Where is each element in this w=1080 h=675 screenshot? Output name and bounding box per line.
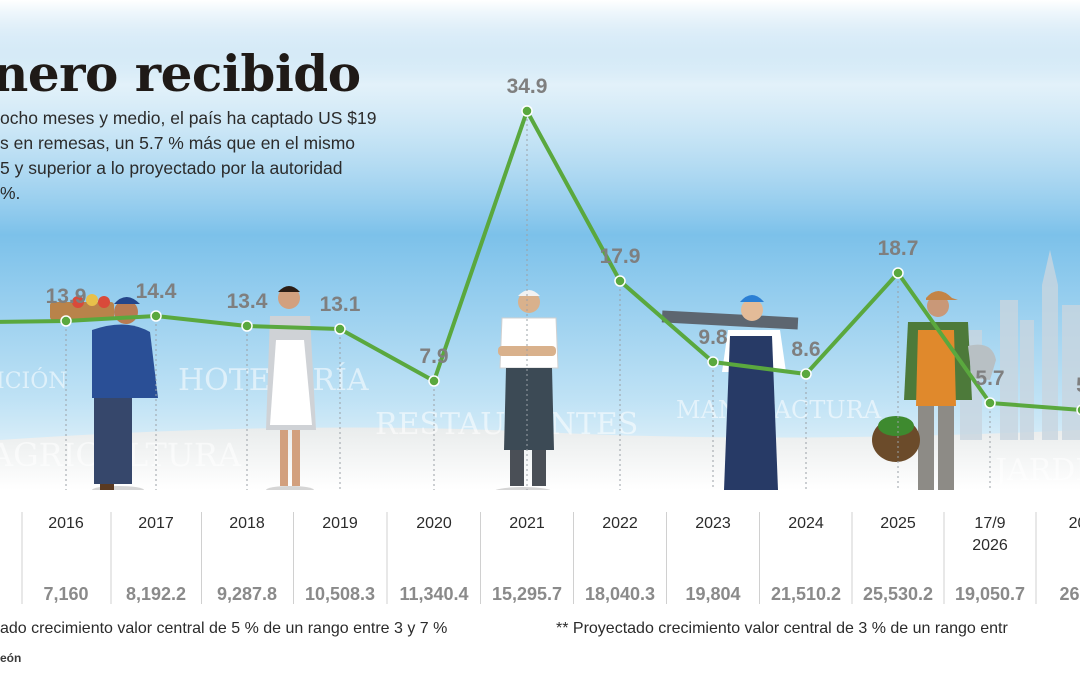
intro-line: ocho meses y medio, el país ha captado U…	[0, 108, 377, 128]
data-point	[614, 275, 626, 287]
page-title: nero recibido	[0, 44, 361, 103]
data-point	[892, 267, 904, 279]
x-tick-label: 202	[1069, 515, 1080, 532]
data-point	[521, 105, 533, 117]
x-tick-label: 2023	[695, 515, 731, 532]
value-label: 9.8	[698, 326, 728, 349]
bg-word-jardineria: JARDINE	[992, 453, 1080, 488]
intro-text: ocho meses y medio, el país ha captado U…	[0, 106, 460, 206]
total-label: 25,530.2	[863, 584, 933, 604]
x-tick-label: 2017	[138, 515, 174, 532]
worker-figures	[50, 286, 996, 503]
intro-line: s en remesas, un 5.7 % más que en el mis…	[0, 133, 356, 153]
data-point	[800, 368, 812, 380]
data-point	[334, 323, 346, 335]
manufacturing-worker-icon	[661, 295, 799, 501]
x-tick-label: 2020	[416, 515, 452, 532]
intro-line: 5 y superior a lo proyectado por la auto…	[0, 158, 343, 178]
total-label: 18,040.3	[585, 584, 655, 604]
value-label: 34.9	[507, 75, 548, 98]
value-label: 17.9	[600, 245, 641, 268]
total-label: 7,160	[43, 584, 88, 604]
data-point	[984, 397, 996, 409]
x-tick-label: 2021	[509, 515, 545, 532]
total-label: 9,287.8	[217, 584, 277, 604]
total-label: 15,295.7	[492, 584, 562, 604]
value-label: 13.9	[46, 285, 87, 308]
total-label: 21,510.2	[771, 584, 841, 604]
footnote-right: ** Proyectado crecimiento valor central …	[556, 620, 1008, 637]
total-label: 19,050.7	[955, 584, 1025, 604]
x-tick-label: 2016	[48, 515, 84, 532]
value-label: 5	[1076, 374, 1080, 397]
value-labels: 13.9 14.4 13.4 13.1 7.9 34.9 17.9 9.8 8.6 18.7 5.7…	[46, 75, 1080, 397]
value-label: 13.4	[227, 290, 268, 313]
hotel-worker-icon	[266, 286, 316, 494]
value-label: 13.1	[320, 293, 361, 316]
x-tick-label: 2018	[229, 515, 265, 532]
value-label: 14.4	[136, 280, 177, 303]
x-axis-labels: 2016 2017 2018 2019 2020 2021 2022 2023 2024 2025…	[48, 515, 1080, 554]
intro-line: %.	[0, 183, 21, 203]
total-label: 26,80	[1059, 584, 1080, 604]
data-point	[707, 356, 719, 368]
data-point	[1076, 404, 1080, 416]
total-label: 19,804	[685, 584, 740, 604]
total-label: 8,192.2	[126, 584, 186, 604]
value-label: 7.9	[419, 345, 448, 368]
x-tick-label: 2024	[788, 515, 824, 532]
value-label: 8.6	[791, 338, 820, 361]
guide-lines	[65, 119, 991, 506]
total-label: 11,340.4	[399, 584, 468, 604]
data-points	[60, 105, 1080, 416]
footnote-left: ado crecimiento valor central de 5 % de …	[0, 620, 448, 637]
data-point	[60, 315, 72, 327]
value-label: 5.7	[975, 367, 1004, 390]
gardener-worker-icon	[872, 291, 996, 503]
value-label: 18.7	[878, 237, 919, 260]
column-dividers	[21, 512, 1037, 604]
x-tick-label: 2019	[322, 515, 358, 532]
bg-word-manufactura: MANUFACTURA	[676, 396, 882, 424]
x-tick-label: 2022	[602, 515, 638, 532]
total-amount-labels: 7,160 8,192.2 9,287.8 10,508.3 11,340.4 15,29…	[43, 584, 1080, 604]
data-point	[150, 310, 162, 322]
x-tick-label: 2025	[880, 515, 916, 532]
x-tick-label: 17/9	[974, 515, 1005, 532]
data-point	[241, 320, 253, 332]
axis-band	[0, 490, 1080, 610]
x-tick-label: 2026	[972, 537, 1008, 554]
bg-word-construccion: ICIÓN	[0, 367, 68, 394]
data-point	[428, 375, 440, 387]
total-label: 10,508.3	[305, 584, 375, 604]
source-credit: eón	[0, 651, 22, 665]
